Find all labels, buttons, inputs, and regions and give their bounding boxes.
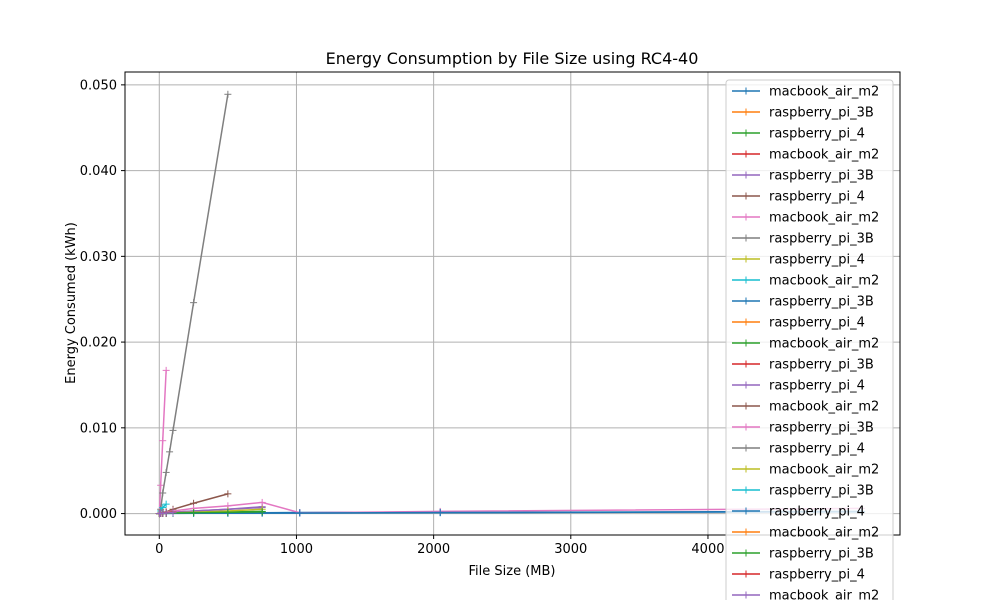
legend-label: macbook_air_m2 <box>769 85 879 100</box>
legend-item: macbook_air_m2 <box>732 526 879 541</box>
legend-item: raspberry_pi_4 <box>732 253 865 268</box>
y-tick-label: 0.010 <box>80 421 117 436</box>
data-point <box>162 366 170 374</box>
legend-item: raspberry_pi_4 <box>732 505 865 520</box>
chart-title: Energy Consumption by File Size using RC… <box>326 49 699 68</box>
legend-label: raspberry_pi_3B <box>769 295 874 310</box>
legend-item: raspberry_pi_3B <box>732 169 874 184</box>
data-point <box>169 426 177 434</box>
data-point <box>296 509 304 517</box>
legend-label: raspberry_pi_4 <box>769 253 865 268</box>
legend-item: macbook_air_m2 <box>732 589 879 600</box>
legend-label: raspberry_pi_3B <box>769 484 874 499</box>
legend-label: raspberry_pi_3B <box>769 547 874 562</box>
legend-label: macbook_air_m2 <box>769 337 879 352</box>
legend-item: macbook_air_m2 <box>732 211 879 226</box>
data-point <box>258 498 266 506</box>
series-layer <box>155 90 866 518</box>
series-macbook_air_m2 <box>155 509 177 518</box>
legend-box <box>725 79 894 600</box>
data-point <box>159 437 167 445</box>
series-line <box>158 503 167 514</box>
data-point <box>159 489 167 497</box>
data-point <box>436 509 444 517</box>
legend-label: raspberry_pi_3B <box>769 169 874 184</box>
y-axis-label: Energy Consumed (kWh) <box>64 222 79 384</box>
legend-label: raspberry_pi_4 <box>769 442 865 457</box>
legend-label: raspberry_pi_4 <box>769 505 865 520</box>
x-tick-label: 0 <box>155 542 163 557</box>
legend-item: raspberry_pi_4 <box>732 190 865 205</box>
legend-label: macbook_air_m2 <box>769 463 879 478</box>
legend-label: macbook_air_m2 <box>769 148 879 163</box>
data-point <box>169 509 177 517</box>
legend-label: raspberry_pi_4 <box>769 190 865 205</box>
legend-label: macbook_air_m2 <box>769 211 879 226</box>
legend-item: raspberry_pi_4 <box>732 127 865 142</box>
y-tick-label: 0.050 <box>80 78 117 93</box>
legend-label: macbook_air_m2 <box>769 589 879 600</box>
data-point <box>162 468 170 476</box>
x-axis-label: File Size (MB) <box>469 564 556 579</box>
legend-item: macbook_air_m2 <box>732 85 879 100</box>
legend-item: raspberry_pi_3B <box>732 232 874 247</box>
y-tick-label: 0.020 <box>80 336 117 351</box>
data-point <box>157 481 165 489</box>
legend-item: raspberry_pi_3B <box>732 106 874 121</box>
data-point <box>224 90 232 98</box>
legend-label: raspberry_pi_4 <box>769 127 865 142</box>
legend-item: raspberry_pi_4 <box>732 379 865 394</box>
legend-item: macbook_air_m2 <box>732 337 879 352</box>
legend: macbook_air_m2 raspberry_pi_3B raspberry_p… <box>725 79 894 600</box>
y-tick-label: 0.000 <box>80 507 117 522</box>
legend-label: macbook_air_m2 <box>769 274 879 289</box>
data-point <box>258 508 266 516</box>
y-tick-label: 0.030 <box>80 250 117 265</box>
legend-item: raspberry_pi_4 <box>732 442 865 457</box>
legend-label: raspberry_pi_3B <box>769 421 874 436</box>
legend-label: raspberry_pi_3B <box>769 358 874 373</box>
legend-label: macbook_air_m2 <box>769 526 879 541</box>
data-point <box>224 490 232 498</box>
legend-item: raspberry_pi_3B <box>732 421 874 436</box>
series-line <box>158 370 167 514</box>
data-point <box>224 508 232 516</box>
data-point <box>166 448 174 456</box>
plot-frame <box>124 71 901 536</box>
legend-item: macbook_air_m2 <box>732 148 879 163</box>
legend-label: raspberry_pi_3B <box>769 232 874 247</box>
legend-item: raspberry_pi_3B <box>732 484 874 499</box>
axis-ticks: 0 1000 2000 3000 4000 0.000 0.010 0.020 0.030 0.0… <box>80 78 725 557</box>
x-tick-label: 1000 <box>280 542 313 557</box>
legend-item: macbook_air_m2 <box>732 463 879 478</box>
legend-item: raspberry_pi_4 <box>732 316 865 331</box>
data-point <box>162 509 170 517</box>
legend-label: macbook_air_m2 <box>769 400 879 415</box>
data-point <box>190 509 198 517</box>
legend-item: raspberry_pi_3B <box>732 295 874 310</box>
data-point <box>190 299 198 307</box>
y-tick-label: 0.040 <box>80 164 117 179</box>
x-tick-label: 4000 <box>691 542 724 557</box>
legend-item: raspberry_pi_3B <box>732 358 874 373</box>
legend-label: raspberry_pi_4 <box>769 379 865 394</box>
legend-label: raspberry_pi_3B <box>769 106 874 121</box>
x-tick-label: 2000 <box>417 542 450 557</box>
legend-item: raspberry_pi_4 <box>732 568 865 583</box>
legend-item: macbook_air_m2 <box>732 400 879 415</box>
data-point <box>162 500 170 508</box>
x-tick-label: 3000 <box>554 542 587 557</box>
legend-label: raspberry_pi_4 <box>769 316 865 331</box>
legend-item: raspberry_pi_3B <box>732 547 874 562</box>
legend-label: raspberry_pi_4 <box>769 568 865 583</box>
legend-item: macbook_air_m2 <box>732 274 879 289</box>
